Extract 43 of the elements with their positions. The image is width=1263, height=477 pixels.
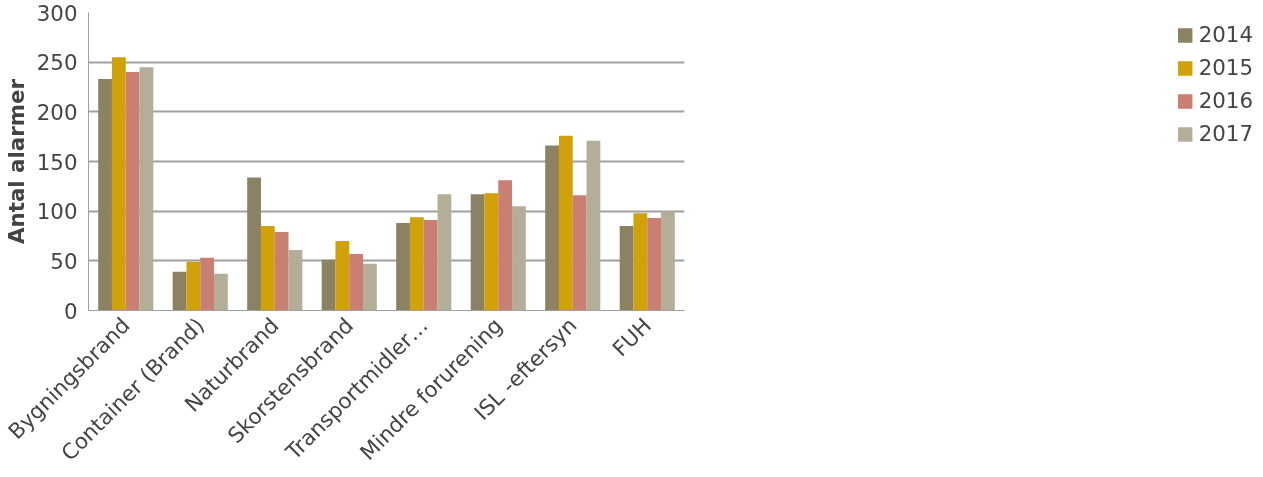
bar (423, 220, 438, 311)
bar (572, 195, 587, 311)
bar (214, 273, 228, 311)
bar (172, 271, 187, 311)
bar (396, 223, 410, 311)
y-tick-label: 300 (36, 0, 78, 26)
bar (321, 259, 336, 311)
bar (484, 193, 499, 311)
y-tick-label: 100 (36, 199, 78, 225)
y-tick-label: 150 (36, 149, 78, 175)
bar (409, 217, 424, 311)
y-tick-label: 200 (36, 99, 78, 125)
bar (139, 67, 154, 311)
bar (661, 211, 675, 311)
bar (512, 206, 526, 311)
bar (335, 240, 350, 311)
legend-label: 2014 (1198, 22, 1253, 47)
bar (111, 57, 126, 311)
bar (98, 79, 112, 311)
bar (260, 226, 275, 311)
bar (288, 249, 303, 311)
bar (437, 194, 452, 311)
bar (274, 232, 289, 311)
bar (470, 194, 485, 311)
legend-label: 2016 (1198, 88, 1253, 113)
bar (186, 261, 201, 311)
bar (363, 263, 377, 311)
bar (647, 218, 662, 311)
legend-label: 2017 (1198, 121, 1253, 146)
y-tick-label: 50 (50, 248, 78, 274)
y-tick-label: 250 (36, 50, 78, 76)
bar (200, 257, 215, 311)
bar (349, 253, 364, 311)
bar (498, 180, 513, 311)
bar (586, 140, 601, 311)
bar (558, 135, 573, 311)
bar (633, 213, 648, 311)
bar (619, 226, 634, 311)
legend-label: 2015 (1198, 55, 1253, 80)
bar (125, 72, 140, 311)
bar (247, 177, 261, 311)
bar (545, 145, 559, 311)
y-axis-title: Antal alarmer (3, 78, 29, 244)
